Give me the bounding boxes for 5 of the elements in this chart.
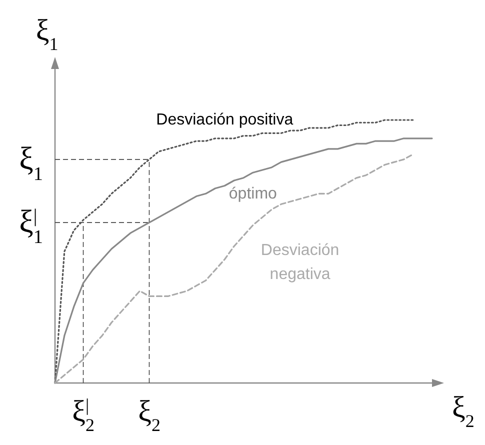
y-axis-title: ξ$_{1}$ [36, 14, 58, 54]
series-label: óptimo [228, 186, 278, 203]
ref-line-label: ξ$_{1}$ [19, 140, 43, 185]
series-label: Desviación positiva [156, 111, 294, 128]
series-label: Desviación negativa [260, 242, 340, 283]
